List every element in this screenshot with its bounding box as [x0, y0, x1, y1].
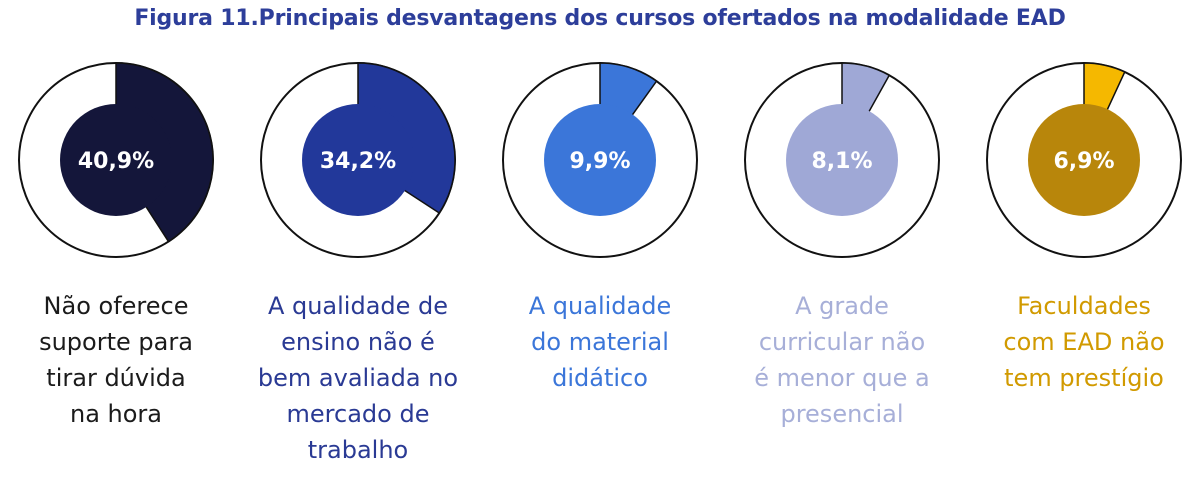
category-label: Faculdades com EAD não tem prestígio — [974, 288, 1194, 396]
donut-svg: 6,9% — [986, 62, 1182, 258]
value-label: 9,9% — [569, 149, 630, 174]
value-label: 8,1% — [811, 149, 872, 174]
category-label-line: na hora — [69, 400, 162, 428]
donut-3: 9,9% — [500, 60, 700, 260]
donut-1: 40,9% — [16, 60, 216, 260]
donut-svg: 8,1% — [744, 62, 940, 258]
category-label-line: tem prestígio — [1004, 364, 1164, 392]
chart-title: Figura 11.Principais desvantagens dos cu… — [134, 6, 1066, 31]
category-label: A grade curricular não é menor que a presen… — [732, 288, 952, 432]
category-label-line: didático — [552, 364, 648, 392]
donut-svg: 40,9% — [18, 62, 214, 258]
inner-circle — [1028, 104, 1140, 216]
category-label: A qualidade do material didático — [490, 288, 710, 396]
category-label-line: bem avaliada no — [257, 364, 459, 392]
category-label-line: Faculdades — [1017, 292, 1151, 320]
donut-5: 6,9% — [984, 60, 1184, 260]
category-label: A qualidade de ensino não é bem avaliada n… — [248, 288, 468, 468]
category-label-line: mercado de — [286, 400, 430, 428]
category-label-line: A qualidade — [528, 292, 672, 320]
category-label-line: Não oferece — [43, 292, 189, 320]
category-label-line: trabalho — [307, 436, 409, 464]
inner-circle — [786, 104, 898, 216]
category-label-line: curricular não — [758, 328, 926, 356]
category-label-line: A grade — [795, 292, 889, 320]
category-label-line: suporte para — [39, 328, 193, 356]
value-label: 6,9% — [1053, 149, 1114, 174]
donut-2: 34,2% — [258, 60, 458, 260]
category-label-line: A qualidade de — [267, 292, 449, 320]
category-label-line: com EAD não — [1003, 328, 1165, 356]
inner-circle — [60, 104, 172, 216]
category-label-line: do material — [531, 328, 669, 356]
donut-4: 8,1% — [742, 60, 942, 260]
category-label-line: tirar dúvida — [46, 364, 186, 392]
category-label-line: ensino não é — [281, 328, 435, 356]
donut-svg: 34,2% — [260, 62, 456, 258]
inner-circle — [544, 104, 656, 216]
value-label: 40,9% — [78, 149, 154, 174]
category-label-line: é menor que a — [754, 364, 930, 392]
donut-svg: 9,9% — [502, 62, 698, 258]
value-label: 34,2% — [320, 149, 396, 174]
category-label-line: presencial — [780, 400, 904, 428]
inner-circle — [302, 104, 414, 216]
category-label: Não oferece suporte para tirar dúvida na ho… — [6, 288, 226, 432]
